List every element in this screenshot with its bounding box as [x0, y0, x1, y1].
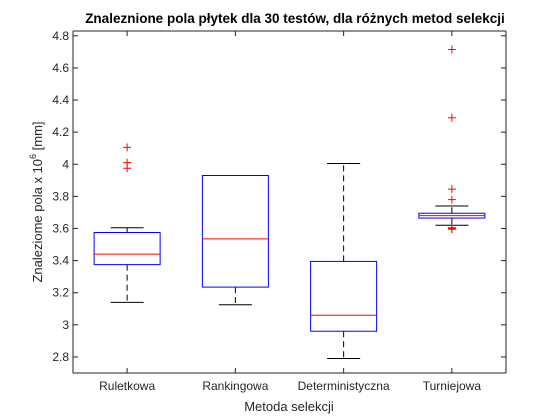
y-tick-label: 3 [62, 318, 69, 332]
y-tick-label: 3.8 [52, 189, 69, 203]
y-tick-label: 4.6 [52, 61, 69, 75]
y-tick-label: 3.6 [52, 221, 69, 235]
y-axis-label: Znaleziome pola x 106 [mm] [28, 121, 45, 282]
y-tick-label: 4.8 [52, 29, 69, 43]
y-tick-label: 3.2 [52, 286, 69, 300]
plot-area [73, 31, 506, 373]
x-axis-label: Metoda selekcji [244, 399, 334, 414]
y-axis-label-main: Znaleziome pola x 10 [30, 159, 45, 283]
y-tick-label: 2.8 [52, 350, 69, 364]
y-axis-label-unit: [mm] [30, 121, 45, 154]
y-tick-label: 4.2 [52, 125, 69, 139]
y-tick-label: 4.4 [52, 93, 69, 107]
x-tick-label: Ruletkowa [99, 379, 155, 393]
y-tick-label: 3.4 [52, 254, 69, 268]
x-tick-label: Turniejowa [423, 379, 482, 393]
x-tick-label: Rankingowa [202, 379, 268, 393]
x-tick-label: Deterministyczna [298, 379, 390, 393]
y-tick-label: 4 [62, 157, 69, 171]
chart-title: Znaleznione pola płytek dla 30 testów, d… [85, 11, 505, 26]
